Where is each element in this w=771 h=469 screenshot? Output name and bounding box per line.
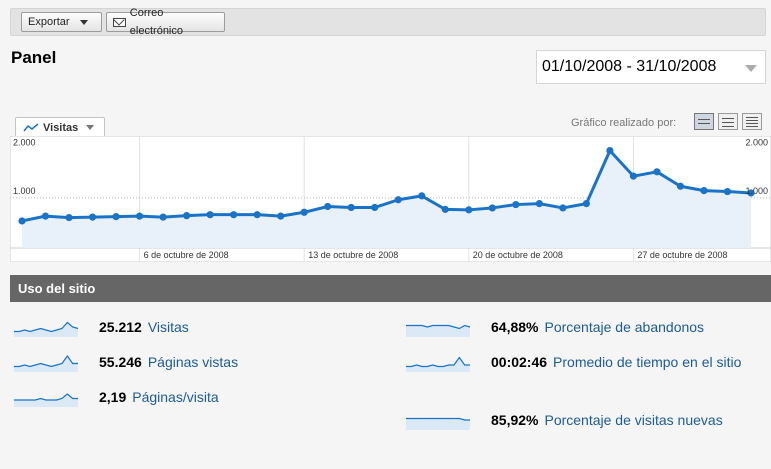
page-title: Panel: [11, 48, 57, 67]
data-point: [653, 168, 661, 176]
data-point: [606, 147, 614, 155]
stat-value: 64,88%: [491, 319, 539, 335]
graph-by-month-button[interactable]: [742, 113, 762, 130]
visits-sparkline: [14, 321, 79, 337]
stat-visits: 25.212 Visitas: [13, 316, 189, 339]
x-tick-label: 27 de octubre de 2008: [637, 250, 727, 260]
data-point: [206, 211, 214, 219]
new-visits-sparkline: [406, 417, 470, 430]
stat-link[interactable]: Porcentaje de abandonos: [544, 319, 705, 335]
date-range-text: 01/10/2008 - 31/10/2008: [542, 58, 717, 75]
data-point: [88, 213, 97, 221]
data-point: [535, 200, 543, 208]
line-chart-icon: [23, 122, 39, 131]
stat-link[interactable]: Porcentaje de visitas nuevas: [544, 412, 723, 428]
metric-selector[interactable]: Visitas: [15, 117, 105, 137]
stat-value: 25.212: [99, 319, 142, 335]
sparkline-line: [406, 356, 470, 368]
avg-time-sparkline: [406, 356, 470, 372]
data-point: [488, 204, 496, 212]
email-label: Correo electrónico: [129, 7, 183, 37]
data-point: [253, 211, 261, 219]
data-point: [41, 212, 50, 220]
data-point: [230, 211, 238, 219]
email-button[interactable]: Correo electrónico: [106, 7, 225, 37]
data-point: [394, 196, 402, 204]
stat-avg-time: 00:02:46 Promedio de tiempo en el sitio: [405, 351, 765, 374]
graph-by-label: Gráfico realizado por:: [571, 117, 677, 129]
data-point: [277, 212, 285, 220]
x-tick-label: 13 de octubre de 2008: [308, 250, 398, 260]
x-tick-label: 20 de octubre de 2008: [473, 250, 563, 260]
data-point: [582, 200, 590, 208]
data-point: [347, 203, 355, 212]
chart-area: [22, 150, 751, 248]
pages-per-visit-sparkline: [14, 393, 78, 407]
chevron-down-icon: [745, 65, 757, 72]
sparkline-line: [14, 354, 78, 368]
sparkline-area: [14, 322, 78, 337]
data-point: [18, 217, 26, 225]
data-point: [676, 182, 685, 190]
data-point: [747, 189, 755, 197]
data-point: [371, 203, 379, 212]
stat-value: 2,19: [99, 389, 127, 405]
sparkline-area: [14, 356, 78, 372]
stat-value: 85,92%: [491, 412, 539, 428]
stat-pages-per-visit: 2,19 Páginas/visita: [13, 386, 219, 409]
data-point: [465, 206, 473, 214]
data-point: [65, 213, 73, 222]
export-label: Exportar: [28, 16, 70, 28]
visits-chart: 2.000 2.000 1.000 1.000 6 de octubre de 2008…: [10, 136, 771, 262]
sparkline-line: [406, 324, 471, 330]
data-point: [112, 213, 120, 221]
date-range-selector[interactable]: 01/10/2008 - 31/10/2008: [536, 50, 766, 84]
y-tick-label: 2.000: [745, 138, 768, 148]
data-point: [159, 213, 167, 221]
stat-bounce-rate: 64,88% Porcentaje de abandonos: [405, 316, 765, 339]
data-point: [324, 202, 332, 211]
stat-pageviews: 55.246 Páginas vistas: [13, 351, 238, 374]
sparkline-area: [406, 325, 470, 337]
x-tick-label: 6 de octubre de 2008: [144, 250, 229, 260]
sparkline-area: [406, 418, 470, 430]
export-button[interactable]: Exportar: [21, 12, 102, 32]
envelope-icon: [113, 17, 126, 27]
chevron-down-icon: [86, 125, 95, 130]
graph-by-day-button[interactable]: [694, 113, 714, 130]
pageviews-sparkline: [14, 354, 78, 372]
y-tick-label: 1.000: [745, 186, 768, 196]
y-tick-label: 2.000: [13, 138, 36, 148]
data-point: [629, 172, 638, 180]
y-tick-label: 1.000: [13, 186, 36, 196]
stat-link[interactable]: Páginas/visita: [132, 389, 219, 405]
sparkline-line: [14, 393, 78, 401]
stat-value: 55.246: [99, 354, 142, 370]
metric-selector-label: Visitas: [43, 121, 79, 134]
sparkline-line: [14, 321, 79, 333]
section-header: Uso del sitio: [10, 275, 771, 302]
data-point: [183, 212, 191, 220]
data-point: [441, 205, 449, 213]
graph-by-week-button[interactable]: [718, 113, 738, 130]
chart-line: [21, 149, 752, 223]
stat-link[interactable]: Promedio de tiempo en el sitio: [553, 354, 742, 370]
toolbar: Exportar Correo electrónico: [10, 7, 766, 37]
chevron-down-icon: [79, 19, 88, 25]
data-point: [300, 208, 308, 216]
data-point: [512, 200, 520, 209]
data-point: [700, 186, 708, 195]
stat-link[interactable]: Visitas: [147, 319, 189, 335]
stat-link[interactable]: Páginas vistas: [147, 354, 239, 370]
sparkline-line: [406, 417, 470, 421]
sparkline-area: [406, 357, 470, 372]
stat-value: 00:02:46: [491, 354, 548, 370]
bounce-rate-sparkline: [406, 324, 471, 337]
data-point: [418, 192, 426, 200]
data-point: [135, 212, 144, 220]
data-point: [559, 204, 567, 212]
stat-new-visits: 85,92% Porcentaje de visitas nuevas: [405, 409, 765, 432]
data-point: [723, 187, 732, 196]
